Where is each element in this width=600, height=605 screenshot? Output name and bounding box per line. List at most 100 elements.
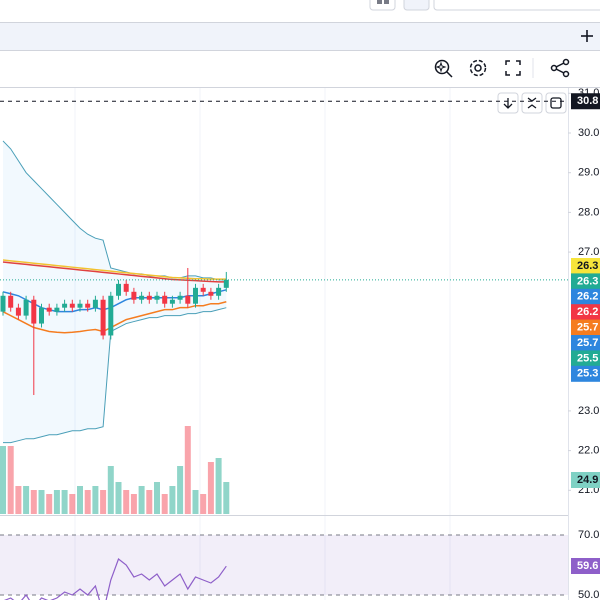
volume-bar — [100, 490, 107, 514]
price-tag: 26.3 — [577, 260, 598, 272]
indicator-line — [2, 140, 227, 281]
volume-bar — [192, 490, 199, 514]
collapse-button[interactable] — [521, 92, 543, 114]
high-price-tag-bg — [571, 93, 600, 110]
price-tag: 25.3 — [577, 368, 598, 380]
candle-body — [131, 291, 137, 300]
candle-body — [69, 303, 75, 308]
volume-bar — [0, 446, 6, 514]
candle-body — [200, 287, 206, 292]
volume-bar — [115, 482, 122, 514]
rsi-tag-bg — [571, 558, 600, 574]
candle-body — [169, 299, 175, 304]
volume-bar — [23, 486, 30, 514]
price-tag-bg — [571, 304, 600, 321]
volume-bar — [92, 486, 99, 514]
indicator-line — [2, 259, 227, 280]
volume-bar — [38, 490, 45, 514]
price-tick-label: 27.0 — [578, 246, 599, 258]
high-price-tag: 30.8 — [577, 95, 598, 107]
price-tag-bg — [571, 365, 600, 382]
price-tag-bg — [571, 273, 600, 290]
volume-tag-bg — [571, 472, 600, 488]
icon — [384, 0, 389, 4]
candle-body — [31, 299, 37, 324]
price-tick-label: 30.0 — [578, 127, 599, 139]
candle-body — [146, 295, 152, 300]
zoom-icon[interactable] — [434, 59, 453, 78]
price-tick-label: 29.0 — [578, 167, 599, 179]
candle-body — [223, 279, 229, 288]
candle-body — [39, 307, 44, 324]
indicator-line — [3, 307, 227, 444]
volume-bar — [154, 482, 160, 514]
price-tick-label: 23.0 — [578, 405, 599, 417]
candle-body — [162, 295, 168, 304]
candle-body — [185, 295, 191, 304]
candle-body — [85, 303, 91, 308]
price-tag: 25.5 — [577, 352, 598, 364]
rsi-tick-label: 70.0 — [578, 529, 599, 541]
volume-bar — [61, 490, 68, 514]
volume-bar — [184, 426, 191, 514]
layout-button[interactable] — [369, 0, 396, 11]
price-tag-bg — [571, 319, 600, 336]
volume-bar — [169, 486, 176, 514]
volume-bar — [69, 494, 76, 514]
candle-body — [77, 303, 83, 308]
fullscreen-icon[interactable] — [505, 60, 521, 76]
volume-bar — [215, 458, 222, 514]
volume-bar — [130, 494, 137, 514]
volume-bar — [46, 494, 53, 514]
rsi-tick-label: 50.0 — [578, 589, 599, 600]
volume-bar — [84, 490, 91, 514]
volume-bar — [223, 482, 230, 514]
candle-body — [15, 307, 21, 316]
tab-bar — [0, 23, 600, 50]
candle-body — [54, 307, 60, 312]
volume-bar — [138, 486, 145, 514]
arrow-down-icon — [503, 98, 513, 109]
volume-bar — [177, 466, 184, 514]
layout-button[interactable] — [403, 0, 430, 11]
band-fill — [3, 140, 227, 443]
candle-body — [23, 299, 29, 316]
rsi-tag: 59.6 — [577, 560, 598, 572]
candle-body — [193, 287, 198, 304]
candle-body — [8, 295, 14, 308]
add-tab-button[interactable] — [581, 30, 593, 42]
rsi-band — [0, 535, 568, 595]
volume-bar — [123, 490, 130, 514]
volume-bar — [146, 490, 153, 514]
candle-body — [123, 283, 129, 292]
settings-icon[interactable] — [469, 59, 487, 77]
candle-body — [208, 291, 214, 296]
price-tag: 25.7 — [577, 322, 598, 334]
candle-body — [62, 303, 68, 308]
price-tag-bg — [571, 258, 600, 274]
price-tag: 26.3 — [577, 275, 598, 287]
price-tag-bg — [571, 288, 600, 305]
volume-bar — [77, 486, 83, 514]
volume-bar — [207, 462, 214, 514]
volume-bar — [53, 490, 60, 514]
share-icon[interactable] — [550, 58, 570, 78]
candle-body — [100, 299, 106, 336]
icon — [377, 0, 382, 4]
indicator-line — [2, 300, 227, 334]
candle-body — [108, 295, 114, 336]
volume-bar — [200, 494, 207, 514]
volume-bar — [7, 446, 14, 514]
candle-body — [154, 295, 160, 300]
search-box[interactable] — [433, 0, 600, 11]
volume-bar — [161, 494, 168, 514]
candle-body — [116, 283, 121, 296]
candle-body — [0, 295, 6, 312]
price-tick-label: 22.0 — [578, 445, 599, 457]
maximize-button[interactable] — [545, 92, 567, 114]
price-tag: 26.2 — [577, 306, 598, 318]
price-tag: 25.7 — [577, 337, 598, 349]
candle-body — [139, 295, 145, 300]
